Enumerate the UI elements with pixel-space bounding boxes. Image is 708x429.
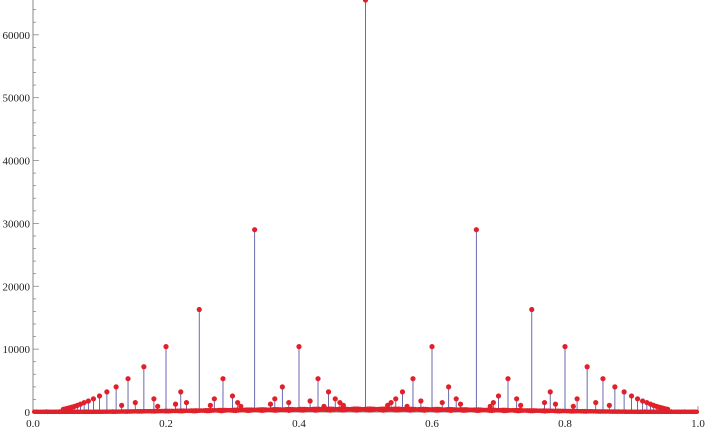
data-marker: [132, 399, 138, 406]
data-marker: [541, 399, 548, 406]
data-marker: [207, 402, 213, 408]
data-marker: [178, 389, 184, 395]
data-marker: [279, 384, 285, 390]
data-marker: [429, 344, 435, 350]
x-tick-label: 0.2: [159, 418, 173, 429]
x-tick-label: 1.0: [691, 418, 705, 429]
data-marker: [315, 376, 321, 382]
data-marker: [125, 376, 131, 382]
data-marker: [151, 396, 157, 402]
data-marker: [196, 306, 202, 313]
y-tick-label: 50000: [3, 93, 31, 105]
data-marker: [60, 406, 66, 412]
y-tick-label: 0: [25, 407, 31, 419]
data-marker: [96, 393, 103, 399]
data-marker: [552, 401, 559, 407]
data-marker: [119, 402, 125, 408]
data-marker: [584, 364, 590, 370]
data-marker: [547, 389, 553, 395]
data-marker: [399, 389, 406, 395]
x-tick-label: 0.6: [425, 418, 439, 429]
data-marker: [612, 384, 618, 390]
data-marker: [172, 401, 179, 407]
data-marker: [296, 344, 302, 350]
data-marker: [220, 376, 226, 382]
data-marker: [634, 396, 641, 402]
data-marker: [457, 401, 464, 407]
x-tick-label: 0.8: [558, 418, 572, 429]
data-marker: [272, 396, 278, 402]
x-tick-label: 0.0: [26, 418, 40, 429]
data-marker: [446, 384, 452, 390]
data-marker: [252, 227, 258, 233]
data-marker: [183, 399, 190, 406]
data-marker: [505, 376, 511, 382]
data-marker: [340, 402, 346, 408]
data-marker: [388, 399, 394, 406]
y-tick-label: 60000: [3, 30, 31, 42]
markers: [31, 0, 700, 415]
data-marker: [418, 398, 424, 404]
y-tick-label: 10000: [3, 344, 31, 356]
data-marker: [404, 403, 410, 409]
data-marker: [90, 396, 97, 402]
data-marker: [235, 399, 241, 406]
y-tick-label: 40000: [3, 156, 31, 168]
data-marker: [562, 344, 568, 350]
y-tick-label: 20000: [3, 281, 31, 293]
data-marker: [665, 406, 671, 412]
data-marker: [490, 399, 496, 406]
data-marker: [155, 403, 161, 409]
data-marker: [229, 393, 236, 399]
data-marker: [593, 399, 599, 406]
data-marker: [518, 402, 524, 408]
data-marker: [600, 376, 606, 382]
data-marker: [640, 398, 646, 404]
data-marker: [574, 396, 580, 402]
data-marker: [211, 396, 217, 402]
y-tick-labels: 0 10000 20000 30000 40000 50000 60000: [3, 30, 31, 419]
data-marker: [362, 0, 369, 3]
x-tick-label: 0.4: [292, 418, 306, 429]
data-marker: [439, 399, 445, 406]
data-marker: [141, 364, 147, 370]
data-marker: [473, 227, 479, 233]
data-marker: [163, 344, 169, 350]
data-marker: [238, 403, 244, 409]
data-marker: [385, 402, 391, 408]
data-marker: [104, 389, 110, 395]
data-marker: [307, 398, 313, 404]
data-marker: [286, 399, 292, 406]
data-marker: [337, 399, 343, 406]
data-marker: [606, 402, 612, 408]
x-tick-labels: 0.0 0.2 0.4 0.6 0.8 1.0: [26, 418, 705, 429]
data-marker: [495, 393, 502, 399]
data-marker: [332, 396, 338, 402]
data-marker: [321, 403, 327, 409]
data-marker: [453, 396, 459, 402]
data-marker: [628, 393, 635, 399]
y-tick-label: 30000: [3, 218, 31, 230]
data-marker: [85, 398, 91, 404]
stems: [62, 0, 669, 412]
data-marker: [325, 389, 332, 395]
data-marker: [113, 384, 119, 390]
base-marker: [694, 409, 700, 415]
data-marker: [393, 396, 399, 402]
data-marker: [267, 401, 274, 407]
data-marker: [570, 403, 576, 409]
data-marker: [487, 403, 493, 409]
data-marker: [621, 389, 627, 395]
data-marker: [514, 396, 520, 402]
data-marker: [410, 376, 416, 382]
data-marker: [529, 306, 535, 313]
